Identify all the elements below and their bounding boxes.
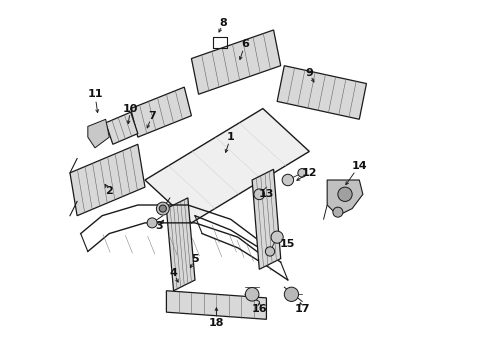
Text: 15: 15 (280, 239, 295, 249)
Circle shape (147, 218, 157, 228)
Text: 5: 5 (191, 253, 199, 264)
Polygon shape (106, 112, 138, 144)
Circle shape (266, 247, 275, 256)
Text: 1: 1 (227, 132, 235, 142)
Polygon shape (145, 109, 309, 223)
Text: 10: 10 (123, 104, 138, 113)
Circle shape (159, 205, 167, 212)
Circle shape (271, 231, 283, 243)
Text: 9: 9 (305, 68, 313, 78)
Text: 18: 18 (209, 318, 224, 328)
Polygon shape (192, 30, 281, 94)
Text: 8: 8 (220, 18, 227, 28)
Text: 11: 11 (87, 89, 103, 99)
Text: 4: 4 (170, 268, 177, 278)
Polygon shape (70, 144, 145, 216)
Text: 14: 14 (351, 161, 367, 171)
Text: 6: 6 (241, 39, 249, 49)
Circle shape (254, 189, 265, 200)
Polygon shape (131, 87, 192, 137)
Text: 3: 3 (155, 221, 163, 231)
Circle shape (245, 288, 259, 301)
Circle shape (298, 168, 306, 177)
Polygon shape (277, 66, 367, 119)
Circle shape (333, 207, 343, 217)
Text: 16: 16 (251, 303, 267, 314)
Circle shape (156, 202, 169, 215)
Polygon shape (167, 291, 267, 319)
Text: 12: 12 (301, 168, 317, 178)
Circle shape (338, 187, 352, 202)
Circle shape (282, 174, 294, 186)
Text: 13: 13 (259, 189, 274, 199)
Text: 2: 2 (105, 186, 113, 196)
Text: 17: 17 (294, 303, 310, 314)
Polygon shape (167, 198, 195, 291)
Polygon shape (252, 169, 281, 269)
Polygon shape (327, 180, 363, 216)
Circle shape (284, 287, 298, 301)
Text: 7: 7 (148, 111, 156, 121)
Polygon shape (88, 119, 109, 148)
